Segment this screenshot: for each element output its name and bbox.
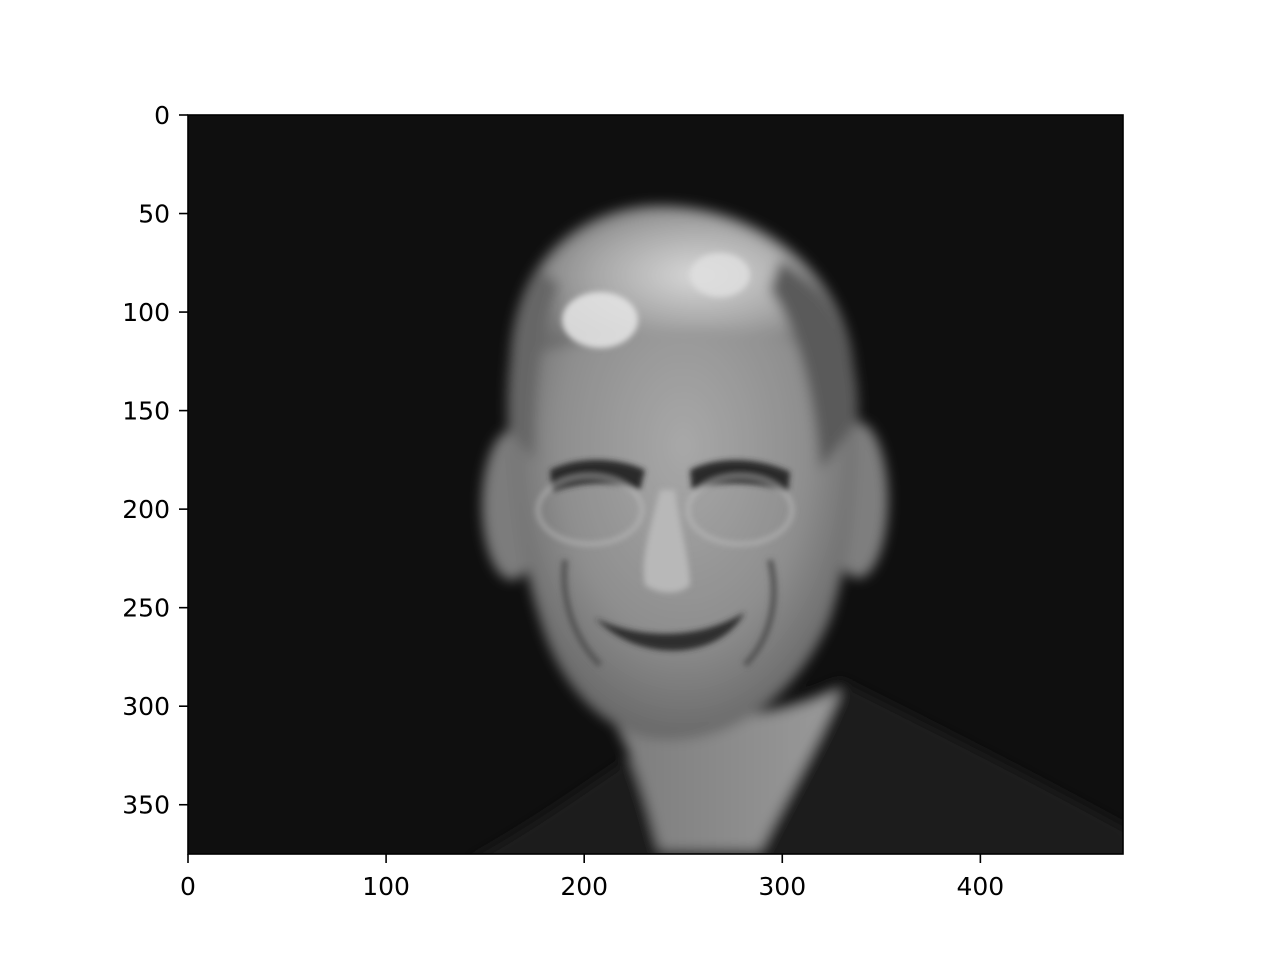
y-tick-label: 0 [154, 101, 170, 130]
axes-frame [187, 114, 1124, 855]
right-hair [770, 260, 859, 470]
y-tick-label: 100 [122, 298, 170, 327]
y-tick-label: 50 [138, 200, 170, 229]
y-tick-label: 250 [122, 594, 170, 623]
y-tick-label: 300 [122, 692, 170, 721]
x-tick-label: 200 [560, 872, 608, 901]
portrait-image [188, 115, 1123, 854]
x-tick-label: 300 [758, 872, 806, 901]
y-tick-label: 350 [122, 791, 170, 820]
x-tick-label: 0 [180, 872, 196, 901]
left-hair [507, 270, 560, 460]
y-tick-label: 150 [122, 397, 170, 426]
y-tick-label: 200 [122, 495, 170, 524]
y-axis: 0 50 100 150 200 250 300 350 [122, 101, 188, 820]
x-tick-label: 400 [957, 872, 1005, 901]
x-axis: 0 100 200 300 400 [180, 854, 1004, 901]
x-tick-label: 100 [362, 872, 410, 901]
